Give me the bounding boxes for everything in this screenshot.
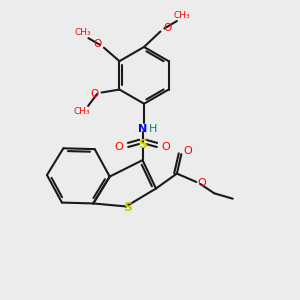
Text: S: S [123, 201, 132, 214]
Text: CH₃: CH₃ [74, 107, 90, 116]
Text: N: N [138, 124, 147, 134]
Text: O: O [197, 178, 206, 188]
Text: O: O [91, 89, 99, 99]
Text: H: H [149, 124, 157, 134]
Text: O: O [115, 142, 124, 152]
Text: CH₃: CH₃ [74, 28, 91, 37]
Text: O: O [183, 146, 192, 156]
Text: O: O [163, 23, 171, 34]
Text: S: S [138, 137, 147, 151]
Text: O: O [94, 39, 102, 49]
Text: CH₃: CH₃ [174, 11, 190, 20]
Text: O: O [161, 142, 170, 152]
